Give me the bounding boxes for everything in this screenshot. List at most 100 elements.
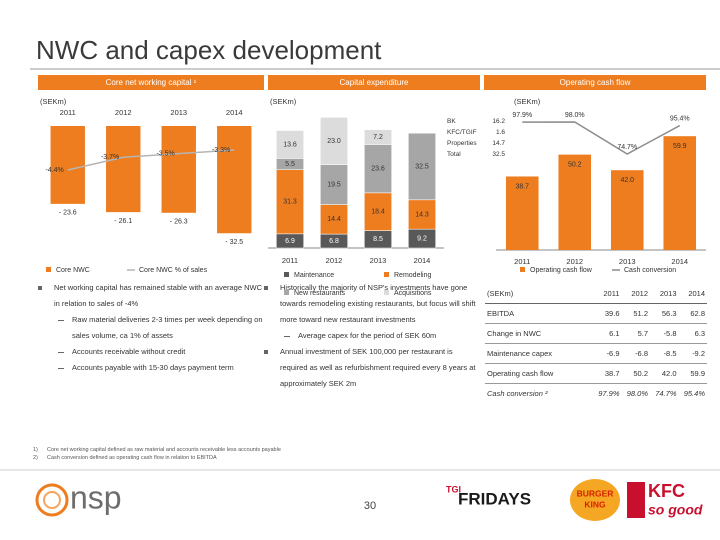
data-label: - 26.3 xyxy=(170,219,188,226)
legend-swatch xyxy=(384,290,389,295)
legend-label: Core NWC % of sales xyxy=(139,267,208,274)
legend-label: Acquisitions xyxy=(394,290,432,297)
table-cell: 59.9 xyxy=(678,363,707,384)
data-label: 23.0 xyxy=(327,138,341,145)
bullet: Annual investment of SEK 100,000 per res… xyxy=(262,344,478,392)
footnote-text: Core net working capital defined as raw … xyxy=(47,447,281,453)
table-cell: Change in NWC xyxy=(485,323,593,344)
line-data-label: 74.7% xyxy=(617,144,637,151)
x-tick-label: 2013 xyxy=(170,108,187,117)
table-row: Maintenance capex -6.9 -6.8 -8.5 -9.2 xyxy=(485,343,707,364)
table-cell: 50.2 xyxy=(621,363,650,384)
table-cell: 38.7 xyxy=(593,363,622,384)
table-header-cell: 2011 xyxy=(593,284,622,304)
table-cell: 97.9% xyxy=(598,389,620,398)
footnotes: 1) Core net working capital defined as ra… xyxy=(33,446,281,462)
sub-bullet-text: Accounts receivable without credit xyxy=(72,347,186,356)
breakdown-cell: BK xyxy=(447,118,456,125)
table-cell: 39.6 xyxy=(593,303,622,324)
footnote: 2) Cash conversion defined as operating c… xyxy=(33,454,281,462)
bar xyxy=(50,126,85,204)
legend-swatch xyxy=(384,272,389,277)
sub-bullet-text: Average capex for the period of SEK 60m xyxy=(298,331,437,340)
unit-label: (SEKm) xyxy=(270,97,297,106)
breakdown-cell: Total xyxy=(447,151,461,158)
bar-segment xyxy=(364,192,392,231)
dash-marker xyxy=(284,336,290,337)
bullet-text: Net working capital has remained stable … xyxy=(54,283,263,308)
bullet-marker xyxy=(38,286,42,290)
data-label: 19.5 xyxy=(327,181,341,188)
unit-label: (SEKm) xyxy=(514,97,541,106)
bar-segment xyxy=(408,132,436,201)
fridays-logo: TGI FRIDAYS xyxy=(446,484,531,508)
x-tick-label: 2011 xyxy=(282,256,298,265)
table-cell: 98.0% xyxy=(626,389,648,398)
nsp-swirl xyxy=(35,483,69,517)
data-label: 8.5 xyxy=(373,236,383,243)
data-label: - 23.6 xyxy=(59,210,77,217)
x-tick-label: 2014 xyxy=(671,257,688,266)
kfc-tagline: so good xyxy=(648,502,703,518)
legend-label: Operating cash flow xyxy=(530,267,593,274)
line-data-label: -3.7% xyxy=(101,154,119,161)
table-cell: -5.8 xyxy=(650,323,679,344)
sub-bullet: Accounts receivable without credit xyxy=(36,344,264,360)
x-tick-label: 2013 xyxy=(370,256,387,265)
table-cell: 5.7 xyxy=(621,323,650,344)
bk-burger: BURGER xyxy=(577,488,614,498)
nsp-swirl-inner xyxy=(43,491,61,509)
x-tick-label: 2012 xyxy=(115,108,132,117)
breakdown-cell: 32.5 xyxy=(492,151,505,158)
table-cell: 6.1 xyxy=(593,323,622,344)
data-label: 7.2 xyxy=(373,134,383,141)
table-header-cell: (SEKm) xyxy=(485,284,593,304)
cash-flow-table: (SEKm) 2011 2012 2013 2014 EBITDA 39.6 51.2 56.3… xyxy=(485,284,707,403)
dash-marker xyxy=(58,320,64,321)
footnote-marker: 1) xyxy=(33,447,38,453)
legend-label: New restaurants xyxy=(294,290,345,297)
legend-label: Core NWC xyxy=(56,267,90,274)
section-title: Operating cash flow xyxy=(560,78,631,87)
kfc-wordmark: KFC xyxy=(648,481,685,501)
table-cell: 51.2 xyxy=(621,303,650,324)
unit-label: (SEKm) xyxy=(40,97,67,106)
middle-bullets: Historically the majority of NSP's inves… xyxy=(262,280,478,392)
legend-swatch xyxy=(46,267,51,272)
bar-segment xyxy=(320,117,348,165)
data-label: - 32.5 xyxy=(225,239,243,246)
breakdown-row: Properties 14.7 xyxy=(444,138,508,149)
x-tick-label: 2014 xyxy=(226,108,243,117)
bk-bun xyxy=(570,479,620,521)
table-cell: -8.5 xyxy=(650,343,679,364)
table-cell: Cash conversion ² xyxy=(487,389,548,398)
line-data-label: 98.0% xyxy=(565,112,585,119)
bar-segment xyxy=(320,164,348,205)
bullet-marker xyxy=(264,286,268,290)
table-cell: -9.2 xyxy=(678,343,707,364)
left-bullets: Net working capital has remained stable … xyxy=(36,280,264,376)
bar-segment xyxy=(364,129,392,145)
data-label: 32.5 xyxy=(415,163,429,170)
x-tick-label: 2011 xyxy=(60,108,76,117)
page-number: 30 xyxy=(364,500,376,512)
breakdown-row: KFC/TGIF 1.6 xyxy=(444,127,508,138)
legend-label: Remodeling xyxy=(394,272,431,279)
section-header xyxy=(268,75,480,90)
table-cell: 42.0 xyxy=(650,363,679,384)
section-title: Core net working capital ¹ xyxy=(106,78,197,87)
x-tick-label: 2012 xyxy=(326,256,343,265)
bar xyxy=(663,136,697,250)
x-tick-label: 2014 xyxy=(414,256,431,265)
table-header-cell: 2012 xyxy=(621,284,650,304)
sub-bullet: Accounts payable with 15-30 days payment… xyxy=(36,360,264,376)
bullet-text: Annual investment of SEK 100,000 per res… xyxy=(280,347,476,388)
kfc-colonel xyxy=(627,482,645,518)
sub-bullet: Raw material deliveries 2-3 times per we… xyxy=(36,312,264,344)
legend-swatch xyxy=(284,290,289,295)
nsp-wordmark: nsp xyxy=(70,479,122,515)
table-header-row: (SEKm) 2011 2012 2013 2014 xyxy=(485,284,707,304)
bar xyxy=(161,126,196,213)
line-data-label: -3.3% xyxy=(212,147,230,154)
legend-label: Cash conversion xyxy=(624,267,676,274)
